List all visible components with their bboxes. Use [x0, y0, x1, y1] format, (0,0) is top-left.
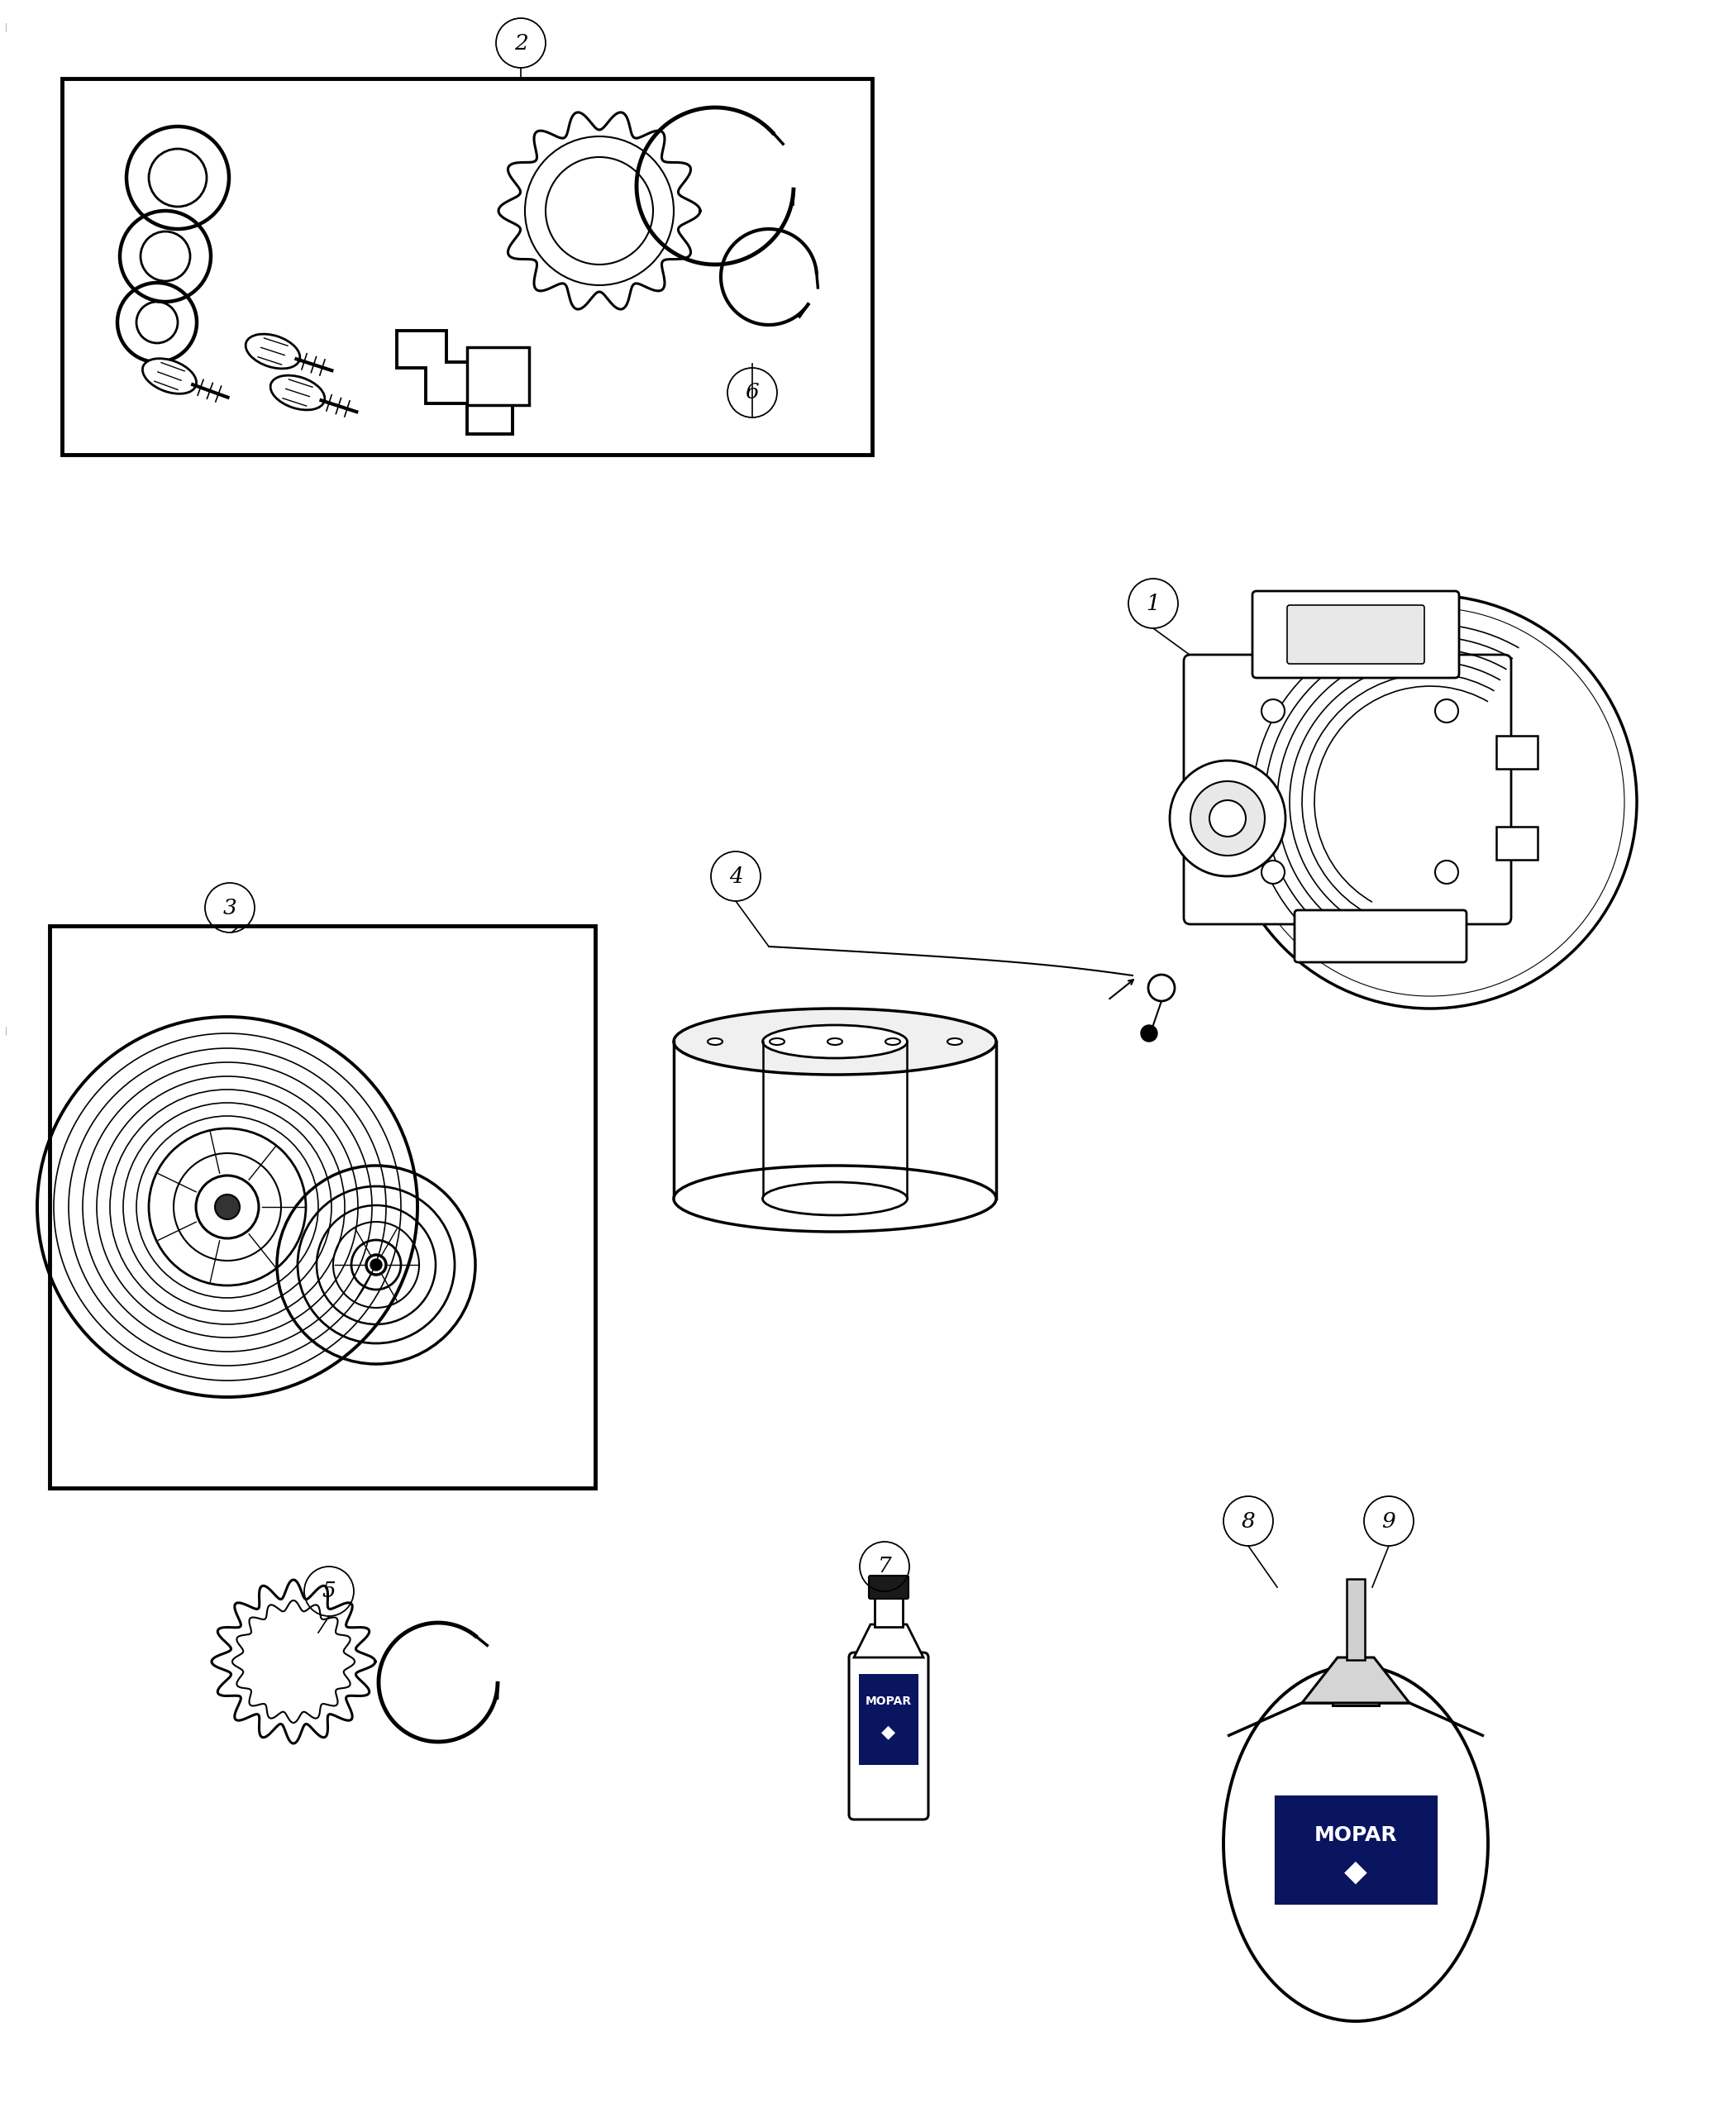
Bar: [62, 78, 871, 455]
Circle shape: [1191, 782, 1266, 856]
Text: 6: 6: [745, 382, 759, 403]
Text: ◆: ◆: [882, 1724, 896, 1739]
Text: 8: 8: [1241, 1511, 1255, 1530]
Text: 5: 5: [323, 1581, 337, 1602]
Bar: [1333, 1682, 1378, 1705]
Ellipse shape: [828, 1039, 842, 1046]
FancyBboxPatch shape: [1286, 605, 1424, 664]
Polygon shape: [1302, 1657, 1410, 1703]
Text: 3: 3: [222, 898, 236, 917]
Bar: [1496, 826, 1538, 860]
Circle shape: [196, 1176, 259, 1237]
Text: MOPAR: MOPAR: [1314, 1826, 1397, 1844]
Circle shape: [1170, 761, 1285, 877]
Circle shape: [370, 1258, 382, 1271]
Circle shape: [1210, 801, 1246, 837]
Bar: [875, 1596, 903, 1627]
Circle shape: [215, 1195, 240, 1218]
Text: ◆: ◆: [1344, 1859, 1368, 1887]
Circle shape: [1141, 1024, 1158, 1041]
Ellipse shape: [708, 1039, 722, 1046]
Text: 2: 2: [514, 32, 528, 53]
Circle shape: [1147, 974, 1175, 1001]
Ellipse shape: [271, 375, 325, 409]
Ellipse shape: [674, 1008, 996, 1075]
Ellipse shape: [769, 1039, 785, 1046]
Circle shape: [1436, 860, 1458, 883]
FancyBboxPatch shape: [868, 1575, 908, 1598]
Ellipse shape: [142, 358, 196, 394]
Circle shape: [1436, 700, 1458, 723]
Bar: [1496, 736, 1538, 769]
Text: 7: 7: [878, 1556, 892, 1577]
Ellipse shape: [762, 1183, 908, 1214]
Polygon shape: [467, 348, 529, 405]
FancyBboxPatch shape: [849, 1653, 929, 1819]
Ellipse shape: [885, 1039, 901, 1046]
Text: 9: 9: [1382, 1511, 1396, 1530]
Polygon shape: [854, 1625, 924, 1657]
Text: 4: 4: [729, 866, 743, 887]
Text: |: |: [5, 1027, 7, 1035]
Bar: [1272, 1794, 1439, 1906]
Ellipse shape: [1224, 1665, 1488, 2022]
Circle shape: [1262, 700, 1285, 723]
FancyBboxPatch shape: [1184, 656, 1510, 923]
Text: |: |: [5, 23, 7, 32]
Bar: [50, 925, 595, 1488]
FancyBboxPatch shape: [1252, 590, 1458, 679]
Bar: [1347, 1579, 1364, 1659]
Ellipse shape: [948, 1039, 962, 1046]
Ellipse shape: [762, 1024, 908, 1058]
FancyBboxPatch shape: [1295, 911, 1467, 961]
Polygon shape: [398, 331, 512, 434]
Ellipse shape: [674, 1166, 996, 1231]
Bar: [859, 1674, 918, 1764]
Text: MOPAR: MOPAR: [866, 1695, 911, 1707]
Text: 1: 1: [1146, 592, 1160, 613]
Ellipse shape: [245, 333, 300, 369]
Circle shape: [1262, 860, 1285, 883]
